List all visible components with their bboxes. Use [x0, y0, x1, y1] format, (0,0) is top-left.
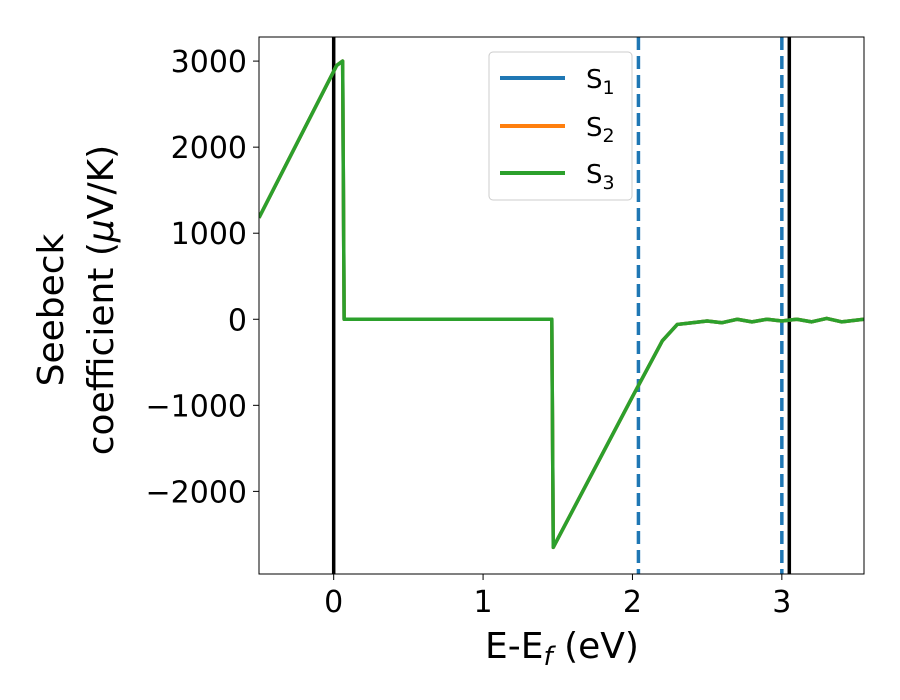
y-tick-label: 3000 — [171, 45, 247, 80]
y-axis-label-mu: μ — [81, 219, 122, 243]
legend-label-s2-sub: 2 — [603, 125, 615, 147]
legend-label-s2: S2 — [586, 113, 615, 147]
legend-label-s3-sub: 3 — [603, 172, 615, 194]
plot-frame — [258, 36, 865, 575]
y-tick-label: 0 — [228, 303, 247, 338]
legend: S1 S2 S3 — [488, 51, 633, 201]
y-tick-label: 2000 — [171, 131, 247, 166]
y-axis-label-line2: coefficient (μV/K) — [81, 145, 122, 455]
x-tick-label: 2 — [623, 585, 642, 620]
x-tick-label: 0 — [324, 585, 343, 620]
x-axis-ticks: 0 1 2 3 — [324, 574, 791, 620]
x-tick-label: 1 — [474, 585, 493, 620]
plot-lines — [259, 37, 864, 574]
x-tick-label: 3 — [772, 585, 791, 620]
y-axis-label-line1: Seebeck — [31, 233, 72, 386]
y-tick-label: −2000 — [146, 475, 247, 510]
y-tick-label: 1000 — [171, 217, 247, 252]
legend-label-s1: S1 — [586, 65, 615, 99]
legend-label-s3: S3 — [586, 160, 615, 194]
series-line-s3 — [259, 59, 864, 550]
x-axis-label: E-Ef (eV) — [485, 626, 639, 672]
legend-label-s1-sub: 1 — [603, 77, 615, 99]
y-axis-ticks: 3000 2000 1000 0 −1000 −2000 — [146, 45, 259, 510]
x-axis-label-unit: (eV) — [553, 626, 639, 667]
y-tick-label: −1000 — [146, 389, 247, 424]
